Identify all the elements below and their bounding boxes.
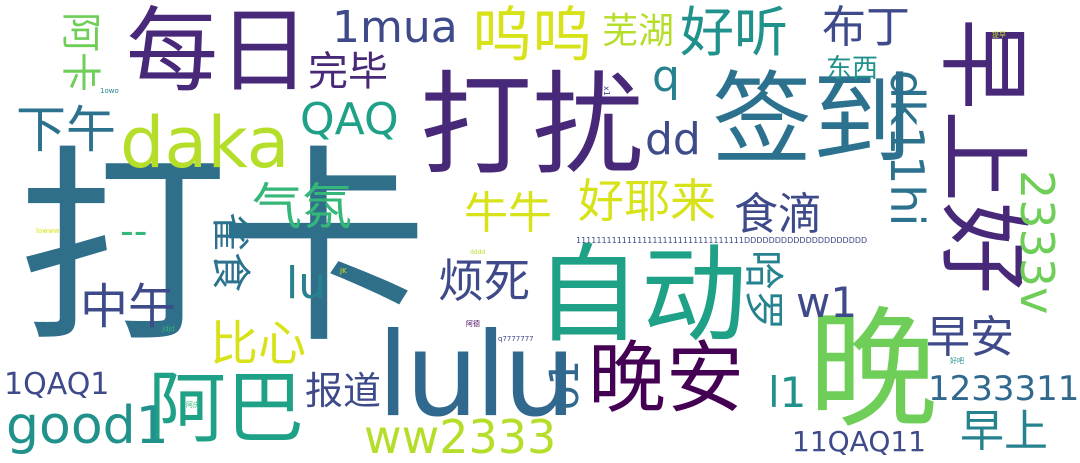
word-lu: lu <box>286 258 327 309</box>
word-x1: x1 <box>602 86 611 96</box>
word-l1: l1 <box>768 368 807 417</box>
word-1mua: 1mua <box>332 2 458 53</box>
word-w1: w1 <box>796 278 858 327</box>
word-wanbi: 完毕 <box>308 49 388 95</box>
word-daka-latin: daka <box>120 102 290 184</box>
word-minus: -- <box>120 209 148 253</box>
word-baodao: 报道 <box>305 369 382 413</box>
word-shidi: 食滴 <box>734 189 822 240</box>
word-buding: 布丁 <box>822 2 910 53</box>
word-tiny-d: 阿庆 <box>186 401 200 409</box>
word-wuhu: 芜湖 <box>602 11 675 52</box>
word-xiawu: 下午 <box>16 101 116 159</box>
word-wuwu: 呜呜 <box>472 1 592 71</box>
word-aba: 阿巴 <box>148 364 305 454</box>
word-2333v: 2333v <box>1010 170 1064 315</box>
word-wanan: 晚安 <box>588 334 745 424</box>
word-zhongwu: 中午 <box>80 279 177 335</box>
word-q7777777: q7777777 <box>498 335 534 343</box>
word-ww2333: ww2333 <box>364 410 557 463</box>
word-meiri: 每日 <box>126 0 311 105</box>
word-1233311l: 1233311l <box>928 369 1080 409</box>
word-qaq: QAQ <box>300 94 399 145</box>
word-1111: 111111111111111111111111111111111DDDDDDD… <box>576 236 868 245</box>
word-11qaq11: 11QAQ11 <box>792 425 926 458</box>
word-o1: o1 <box>542 360 588 410</box>
word-jk: JK <box>340 267 347 275</box>
word-qiandao: 签到 <box>712 61 912 178</box>
word-zaoshang: 早上 <box>960 406 1048 457</box>
word-wan: 晚 <box>808 294 939 446</box>
word-dk11hi: dk11hi <box>880 70 934 227</box>
word-zidong: 自动 <box>535 234 747 357</box>
word-q: q <box>652 51 680 102</box>
word-qifen: 气氛 <box>252 178 352 236</box>
word-dddd: dddd <box>470 249 486 256</box>
word-zaoan: 早安 <box>926 312 1014 363</box>
word-haoting: 好听 <box>680 1 788 64</box>
word-tiny-b: 好吧 <box>950 357 964 365</box>
word-daka-cn: 打卡 <box>18 127 428 372</box>
word-dongxi: 东西 <box>826 54 879 84</box>
word-lulu: lulu <box>377 308 576 443</box>
word-fansi: 烦死 <box>438 254 530 308</box>
word-1owo: 1owo <box>100 87 119 95</box>
word-good1: good1 <box>6 396 169 456</box>
word-lowww: lowww <box>36 227 60 235</box>
word-haoyelai: 好耶来 <box>578 174 716 228</box>
word-haluo: 哈罗 <box>740 250 786 330</box>
word-darao: 打扰 <box>420 61 644 191</box>
word-tiny-a: 阿德 <box>466 320 480 328</box>
word-queshi: 雀食 <box>207 212 253 292</box>
word-1qaq1: 1QAQ1 <box>4 367 110 402</box>
word-aka: 阿卡 <box>57 12 103 92</box>
word-niuniu: 牛牛 <box>464 188 552 239</box>
word-bixin: 比心 <box>210 316 307 372</box>
word-dd: dd <box>645 114 701 165</box>
word-tiny-c: 提早 <box>992 31 1006 39</box>
word-jdjd: jdjd <box>162 325 175 333</box>
